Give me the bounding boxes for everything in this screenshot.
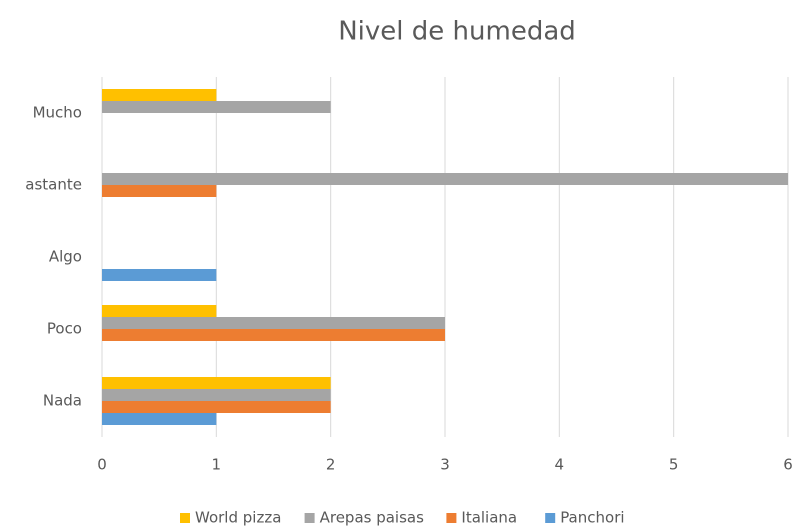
bar bbox=[102, 401, 331, 413]
bar bbox=[102, 101, 331, 113]
bar bbox=[102, 173, 788, 185]
y-tick-label: Mucho bbox=[33, 104, 82, 122]
legend-label: Arepas paisas bbox=[320, 509, 425, 527]
chart-title: Nivel de humedad bbox=[338, 17, 576, 47]
y-tick-label: Poco bbox=[47, 320, 82, 338]
legend-swatch bbox=[180, 513, 190, 523]
bar bbox=[102, 389, 331, 401]
bar bbox=[102, 413, 217, 425]
legend-swatch bbox=[545, 513, 556, 523]
legend-label: Italiana bbox=[461, 509, 517, 527]
legend-label: Panchori bbox=[560, 509, 624, 527]
x-tick-label: 6 bbox=[783, 456, 792, 474]
x-tick-label: 3 bbox=[440, 456, 450, 474]
legend-label: World pizza bbox=[195, 509, 281, 527]
y-tick-label: astante bbox=[25, 176, 82, 194]
bar bbox=[102, 317, 445, 329]
legend-swatch bbox=[304, 513, 315, 523]
bar bbox=[102, 89, 217, 101]
x-tick-label: 1 bbox=[212, 456, 222, 474]
bar bbox=[102, 269, 217, 281]
x-tick-label: 0 bbox=[97, 456, 107, 474]
legend-swatch bbox=[446, 513, 457, 523]
bar bbox=[102, 377, 331, 389]
bar bbox=[102, 185, 217, 197]
x-tick-label: 2 bbox=[326, 456, 336, 474]
y-tick-label: Nada bbox=[43, 392, 82, 410]
x-tick-label: 4 bbox=[555, 456, 565, 474]
bar bbox=[102, 305, 217, 317]
y-tick-label: Algo bbox=[49, 248, 82, 266]
x-tick-label: 5 bbox=[669, 456, 679, 474]
bar bbox=[102, 329, 445, 341]
